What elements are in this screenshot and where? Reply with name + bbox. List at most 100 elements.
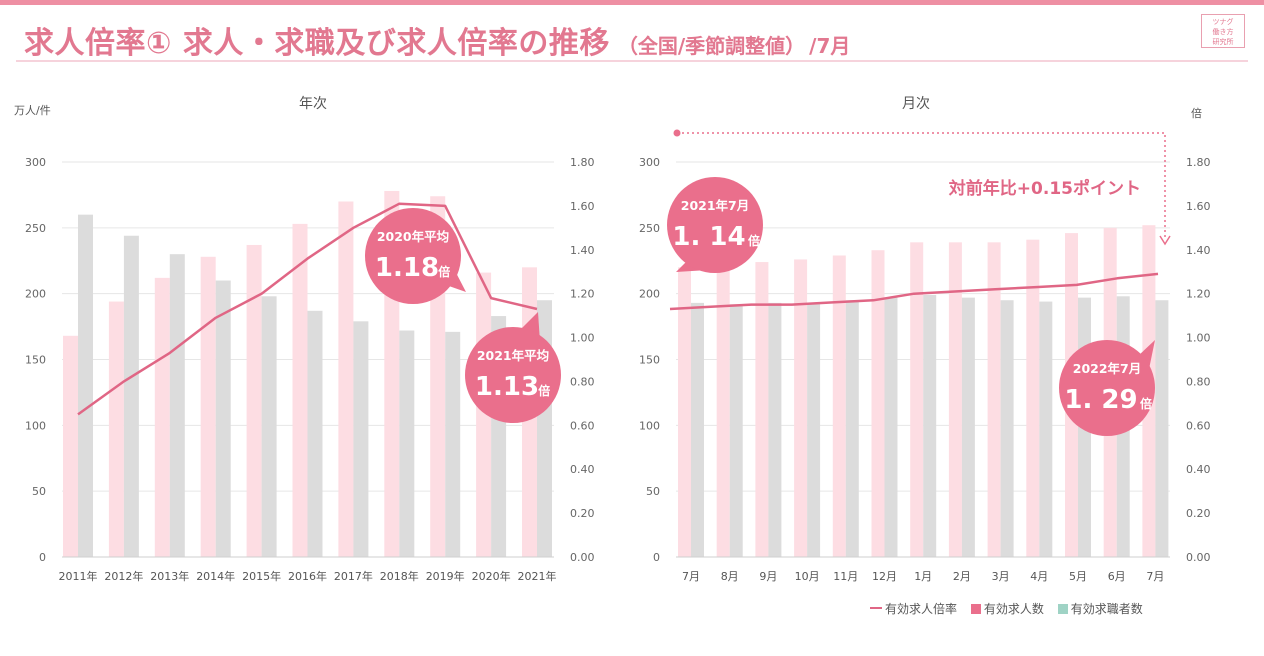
y-axis-unit: 万人/件 [14,104,51,117]
bracket-arrowhead [1159,235,1171,246]
title-main: 求人倍率① 求人・求職及び求人倍率の推移 [24,26,610,61]
bubble-2022-07-tail [1138,340,1155,374]
bar-seekers [961,297,975,557]
x-tick-label: 11月 [833,570,858,583]
y-tick-label: 50 [32,485,46,498]
bar-seekers [215,280,231,557]
bubble-2021-07-value: 1. 14 [672,222,745,252]
bubble-2020-label: 2020年平均 [377,229,449,244]
bar-seekers [123,235,139,557]
x-tick-label: 3月 [992,570,1010,583]
bar-seekers [923,294,937,557]
y-tick-label: 0 [39,551,46,564]
bar-offers [755,262,769,557]
x-tick-label: 2012年 [104,569,143,583]
x-tick-label: 2020年 [472,569,511,583]
legend-seekers-label: 有効求職者数 [1070,602,1143,616]
x-tick-label: 2月 [953,570,971,583]
chart-title: 年次 [299,96,327,112]
chart-title: 月次 [902,96,930,112]
y2-tick-label: 0.80 [1186,375,1211,388]
bar-offers [794,259,808,557]
bar-seekers [169,254,185,557]
title-month: /7月 [809,34,851,58]
x-tick-label: 2021年 [518,569,557,583]
bar-offers [910,242,924,558]
legend-offers: 有効求人数 [970,600,1044,617]
y2-tick-label: 0.60 [1186,419,1211,432]
bar-offers [108,301,124,557]
bar-offers [292,223,308,557]
y2-tick-label: 0.20 [570,507,595,520]
x-tick-label: 1月 [914,570,932,583]
y2-tick-label: 1.60 [570,200,595,213]
bar-offers [200,256,216,557]
logo-line: 働き方 [1212,28,1234,36]
x-tick-label: 5月 [1069,570,1087,583]
y2-tick-label: 1.80 [570,156,595,169]
bar-seekers [1155,300,1169,557]
bubble-2022-07-unit: 倍 [1140,396,1152,411]
bar-offers [678,267,691,557]
x-tick-label: 2019年 [426,569,465,583]
legend-ratio-label: 有効求人倍率 [885,602,958,616]
x-tick-label: 2017年 [334,569,373,583]
bar-offers [246,244,262,557]
brand-logo: ツナグ 働き方 研究所 [1201,14,1245,48]
x-tick-label: 2015年 [242,569,281,583]
y-tick-label: 250 [25,222,46,235]
x-tick-label: 12月 [872,570,897,583]
y2-tick-label: 1.40 [1186,244,1211,257]
y2-tick-label: 0.00 [570,551,595,564]
bar-seekers [307,310,323,557]
title-underline [16,60,1248,62]
legend-offers-swatch [970,604,981,614]
bubble-2021-value: 1.13 [475,372,539,402]
y2-tick-label: 0.60 [570,419,595,432]
y2-tick-label: 1.20 [570,288,595,301]
bubble-2022-07 [1059,340,1155,436]
bubble-2021-label: 2021年平均 [477,348,549,363]
bubble-2020 [365,208,461,304]
y2-axis-unit: 倍 [1191,106,1202,120]
x-tick-label: 10月 [795,570,820,583]
legend-offers-label: 有効求人数 [983,602,1044,616]
bar-seekers [884,297,898,557]
bar-offers [154,277,170,557]
y2-tick-label: 0.20 [1186,507,1211,520]
legend-seekers: 有効求職者数 [1057,600,1143,617]
bar-offers [987,242,1001,558]
bar-offers [338,201,354,557]
bar-offers [832,255,846,557]
bar-seekers [445,331,461,557]
y-tick-label: 200 [25,288,46,301]
bar-seekers [261,296,277,557]
x-tick-label: 9月 [759,570,777,583]
x-tick-label: 2014年 [196,569,235,583]
bar-offers [63,335,78,557]
y2-tick-label: 1.40 [570,244,595,257]
y-tick-label: 150 [25,354,46,367]
bar-seekers [78,214,93,557]
bubble-2022-07-label: 2022年7月 [1073,361,1142,376]
bar-seekers [729,304,743,557]
x-tick-label: 2016年 [288,569,327,583]
y-tick-label: 300 [639,156,660,169]
y-tick-label: 150 [639,354,660,367]
y-tick-label: 100 [639,419,660,432]
bubble-2022-07-value: 1. 29 [1064,385,1137,415]
x-tick-label: 2018年 [380,569,419,583]
legend-seekers-swatch [1057,604,1068,614]
bar-offers [871,250,885,557]
bar-seekers [807,302,821,557]
bar-seekers [1000,300,1014,557]
x-tick-label: 7月 [682,570,700,583]
y2-tick-label: 0.40 [570,463,595,476]
x-tick-label: 6月 [1108,570,1126,583]
ratio-line [77,202,538,416]
y2-tick-label: 0.40 [1186,463,1211,476]
y-tick-label: 300 [25,156,46,169]
logo-line: ツナグ [1212,18,1234,26]
bar-offers [948,242,962,558]
